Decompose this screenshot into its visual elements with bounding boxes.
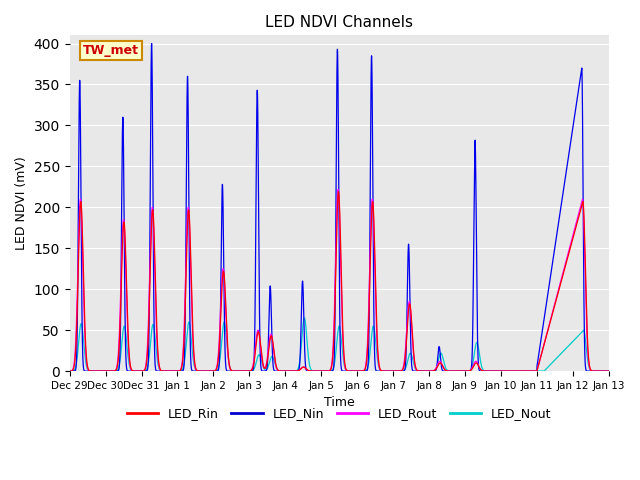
X-axis label: Time: Time — [324, 396, 355, 409]
Legend: LED_Rin, LED_Nin, LED_Rout, LED_Nout: LED_Rin, LED_Nin, LED_Rout, LED_Nout — [122, 402, 557, 425]
Y-axis label: LED NDVI (mV): LED NDVI (mV) — [15, 156, 28, 250]
Title: LED NDVI Channels: LED NDVI Channels — [265, 15, 413, 30]
Text: TW_met: TW_met — [83, 44, 139, 57]
